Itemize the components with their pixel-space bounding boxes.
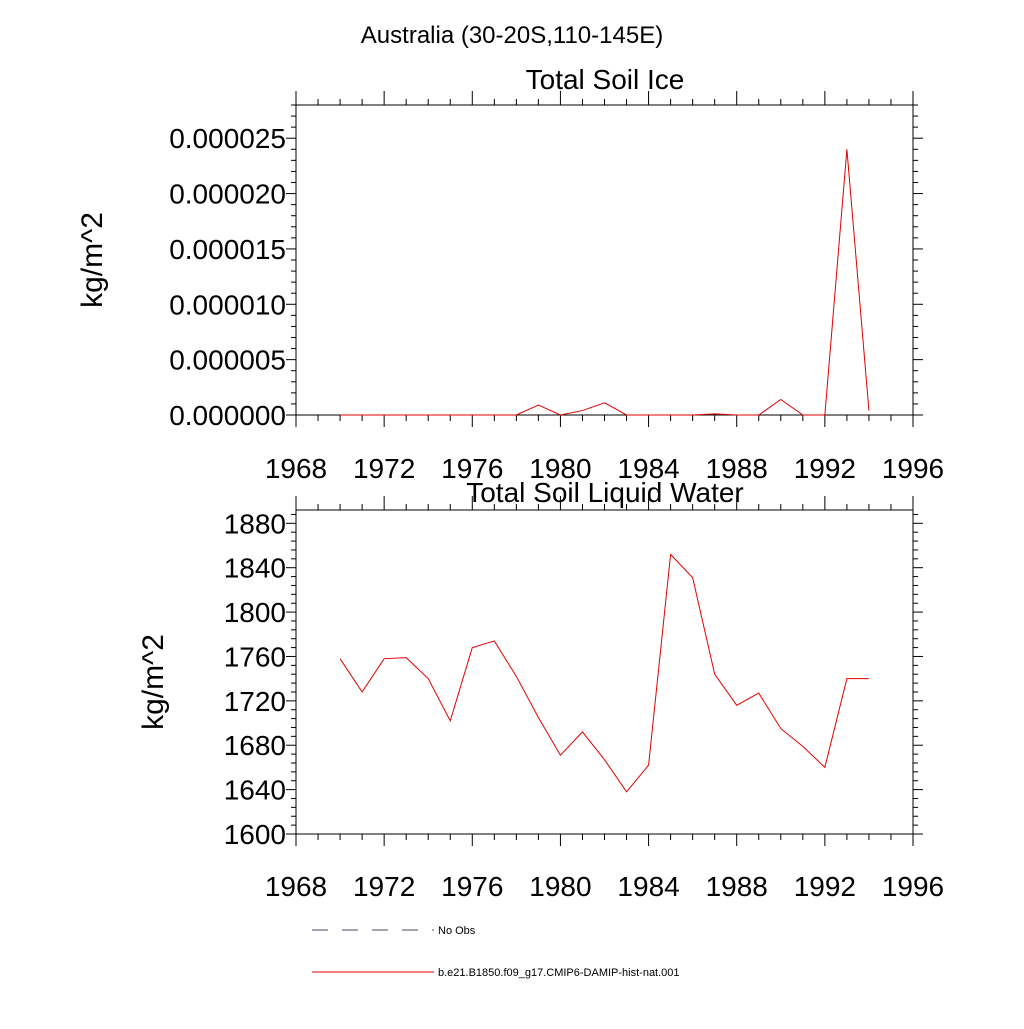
- x-tick-label: 1980: [529, 871, 591, 902]
- y-tick-label: 0.000015: [169, 234, 286, 265]
- panel-title: Total Soil Liquid Water: [466, 477, 744, 508]
- y-tick-label: 0.000005: [169, 345, 286, 376]
- y-tick-label: 0.000010: [169, 289, 286, 320]
- x-tick-label: 1976: [441, 871, 503, 902]
- y-tick-label: 0.000000: [169, 400, 286, 431]
- series-line: [340, 149, 870, 416]
- x-tick-label: 1992: [794, 453, 856, 484]
- series-line: [339, 553, 869, 793]
- x-tick-label: 1968: [265, 453, 327, 484]
- x-tick-label: 1988: [706, 453, 768, 484]
- x-tick-label: 1976: [441, 453, 503, 484]
- x-tick-label: 1992: [794, 871, 856, 902]
- y-tick-label: 1680: [224, 730, 286, 761]
- legend: No Obs b.e21.B1850.f09_g17.CMIP6-DAMIP-h…: [312, 925, 680, 979]
- panel-title: Total Soil Ice: [526, 64, 685, 95]
- x-tick-label: 1984: [617, 871, 679, 902]
- axis-ticks: [286, 496, 923, 846]
- y-tick-labels: 0.000000 0.000005 0.000010 0.000015 0.000020…: [169, 123, 286, 431]
- y-tick-label: 1760: [224, 641, 286, 672]
- x-tick-labels: 1968 1972 1976 1980 1984 1988 1992 1996: [265, 871, 944, 902]
- x-tick-label: 1968: [265, 871, 327, 902]
- data-series: [339, 553, 869, 793]
- figure-title: Australia (30-20S,110-145E): [361, 22, 663, 49]
- x-tick-label: 1972: [353, 871, 415, 902]
- y-axis-label: kg/m^2: [137, 634, 170, 730]
- plot-frame: [295, 104, 914, 416]
- x-tick-label: 1996: [882, 871, 944, 902]
- y-tick-labels: 1600 1640 1680 1720 1760 1800 1840 1880: [224, 508, 286, 850]
- data-series: [340, 149, 870, 416]
- y-tick-label: 1800: [224, 597, 286, 628]
- y-tick-label: 1720: [224, 686, 286, 717]
- x-tick-label: 1980: [529, 453, 591, 484]
- y-tick-label: 1640: [224, 775, 286, 806]
- panel-total-soil-liquid-water: Total Soil Liquid Water 1968 1972 1976 1980…: [137, 477, 944, 902]
- y-axis-label: kg/m^2: [76, 212, 109, 308]
- x-tick-label: 1972: [353, 453, 415, 484]
- legend-label-no-obs: No Obs: [438, 925, 476, 937]
- y-tick-label: 0.000025: [169, 123, 286, 154]
- y-tick-label: 1880: [224, 508, 286, 539]
- x-tick-label: 1988: [706, 871, 768, 902]
- y-tick-label: 1600: [224, 819, 286, 850]
- x-tick-label: 1996: [882, 453, 944, 484]
- legend-label-model-run: b.e21.B1850.f09_g17.CMIP6-DAMIP-hist-nat…: [438, 967, 680, 979]
- plot-frame: [295, 509, 914, 835]
- axis-ticks: [286, 91, 923, 427]
- x-tick-labels: 1968 1972 1976 1980 1984 1988 1992 1996: [265, 453, 944, 484]
- x-tick-label: 1984: [617, 453, 679, 484]
- y-tick-label: 0.000020: [169, 179, 286, 210]
- y-tick-label: 1840: [224, 553, 286, 584]
- panel-total-soil-ice: Total Soil Ice 1968 1972 1976 1980 1984 1988 1…: [76, 64, 944, 484]
